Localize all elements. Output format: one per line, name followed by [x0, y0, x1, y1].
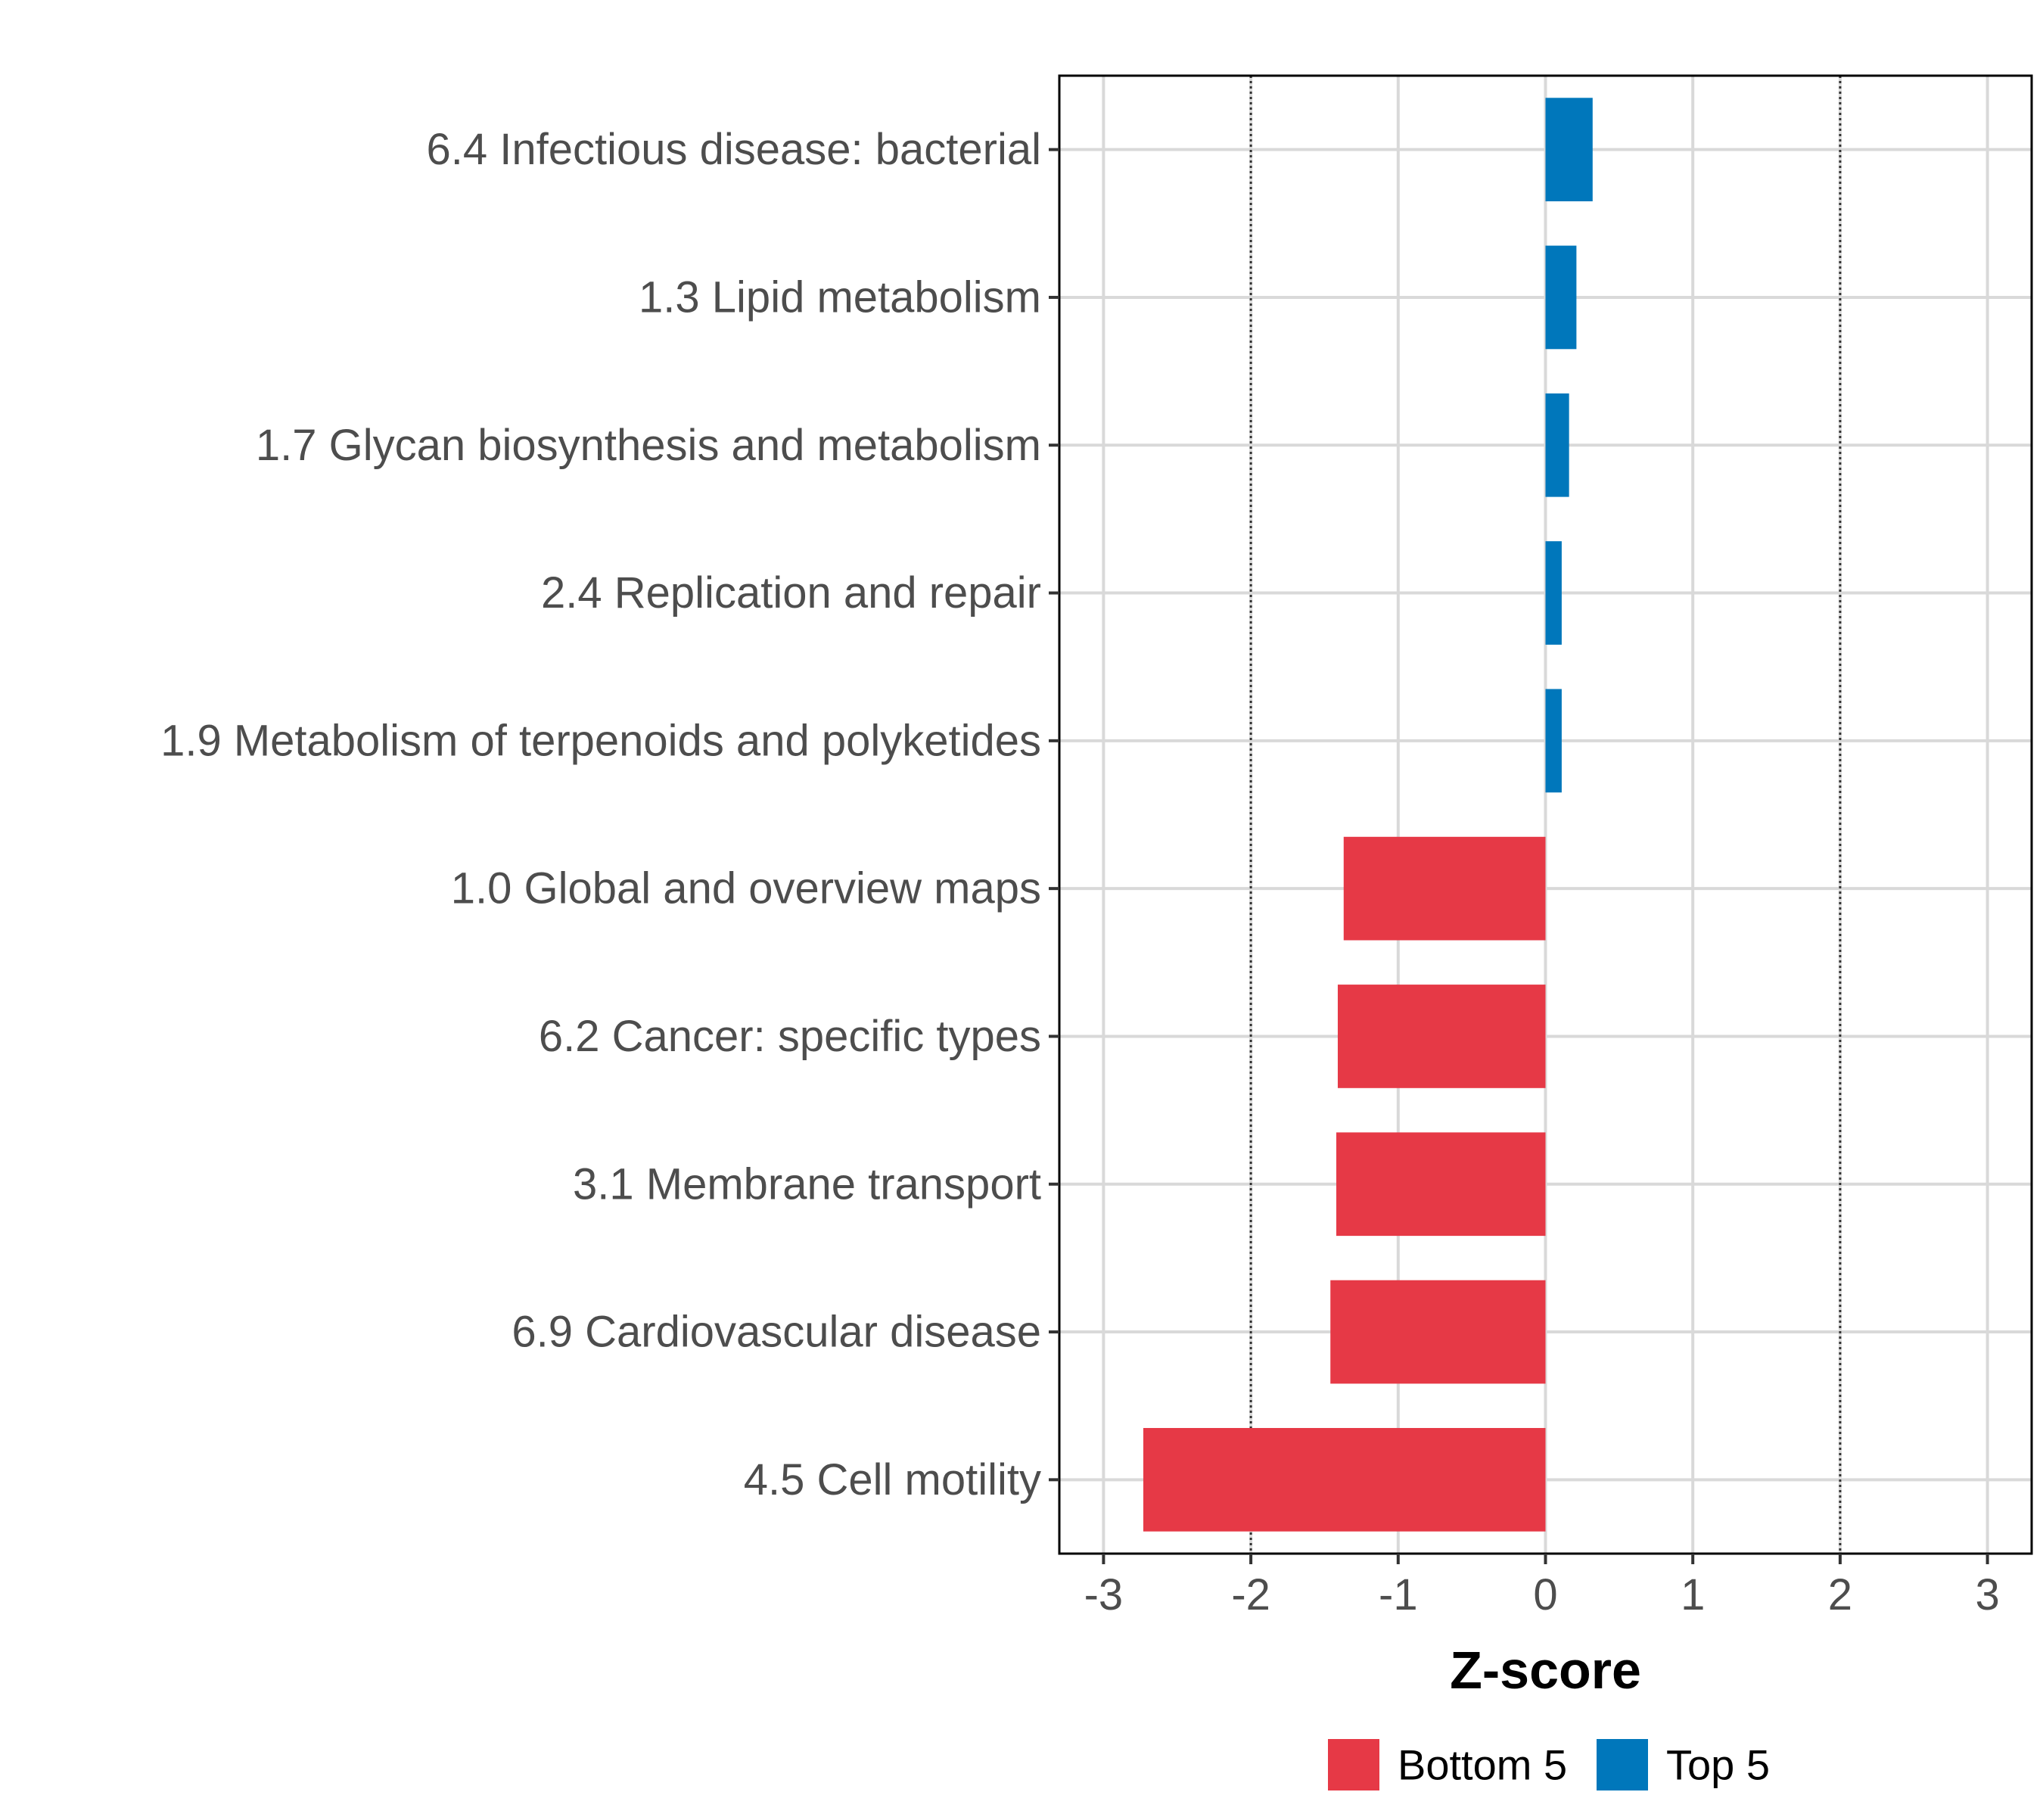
x-tick-label: 3 — [1975, 1570, 1999, 1619]
bar — [1337, 985, 1546, 1088]
y-axis: 6.4 Infectious disease: bacterial 1.3 Lip… — [160, 125, 1059, 1504]
legend-label: Bottom 5 — [1398, 1741, 1567, 1789]
bar — [1343, 836, 1546, 941]
bar — [1330, 1280, 1546, 1384]
x-tick-label: -1 — [1379, 1570, 1418, 1619]
bar — [1545, 541, 1562, 645]
category-label: 1.7 Glycan biosynthesis and metabolism — [256, 421, 1041, 470]
x-axis: -3 -2 -1 0 1 2 3 — [1084, 1554, 2000, 1619]
x-axis-title: Z-score — [1450, 1641, 1641, 1700]
category-label: 4.5 Cell motility — [744, 1455, 1041, 1504]
x-tick-label: 0 — [1533, 1570, 1557, 1619]
x-tick-label: -2 — [1231, 1570, 1270, 1619]
bar — [1545, 689, 1562, 793]
category-label: 2.4 Replication and repair — [541, 568, 1041, 618]
x-tick-label: -3 — [1084, 1570, 1124, 1619]
bar — [1545, 98, 1593, 202]
category-label: 6.4 Infectious disease: bacterial — [427, 125, 1041, 174]
category-label: 6.9 Cardiovascular disease — [512, 1308, 1041, 1357]
bar — [1545, 393, 1569, 497]
bar — [1545, 245, 1577, 350]
category-label: 1.3 Lipid metabolism — [639, 272, 1041, 322]
legend-label: Top 5 — [1666, 1741, 1770, 1789]
bar — [1143, 1427, 1546, 1532]
category-label: 6.2 Cancer: specific types — [539, 1012, 1041, 1061]
legend-swatch — [1328, 1739, 1379, 1790]
bars — [1143, 98, 1593, 1532]
category-label: 3.1 Membrane transport — [573, 1159, 1041, 1209]
x-tick-label: 2 — [1828, 1570, 1852, 1619]
category-label: 1.9 Metabolism of terpenoids and polyket… — [160, 716, 1041, 765]
bar — [1336, 1132, 1546, 1237]
x-tick-label: 1 — [1681, 1570, 1705, 1619]
legend-swatch — [1597, 1739, 1648, 1790]
category-label: 1.0 Global and overview maps — [451, 864, 1041, 913]
legend: Bottom 5 Top 5 — [1328, 1739, 1770, 1790]
